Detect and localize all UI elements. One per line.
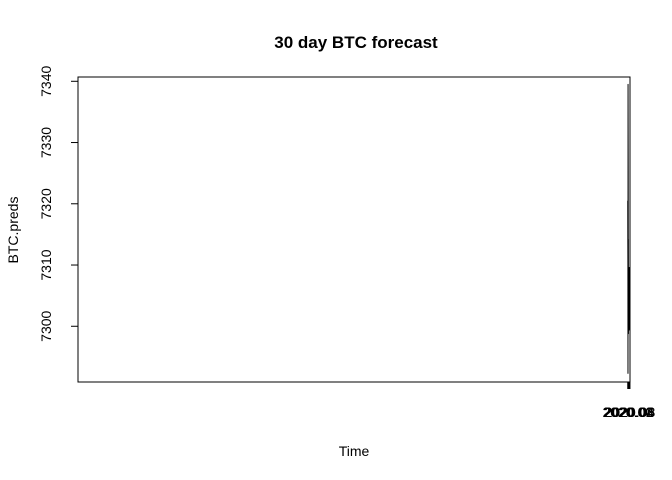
y-tick-label: 7320 [38,188,54,219]
y-axis-ticks: 7300 7310 7320 7330 7340 [38,66,78,342]
y-tick-label: 7300 [38,310,54,341]
y-axis-title: BTC.preds [5,197,21,264]
chart-title: 30 day BTC forecast [274,33,438,52]
y-tick-label: 7340 [38,66,54,97]
x-tick-label: 2020.04 [604,404,655,420]
y-tick-label: 7330 [38,127,54,158]
x-tick-label: 2020.00 [602,404,653,420]
y-tick-label: 7310 [38,249,54,280]
series-line-btc-preds [627,83,631,374]
x-axis-title: Time [339,443,370,459]
x-tick-label: 2020.08 [605,404,656,420]
x-tick-label: 2020.02 [603,404,654,420]
x-tick-label: 2020.06 [604,404,655,420]
